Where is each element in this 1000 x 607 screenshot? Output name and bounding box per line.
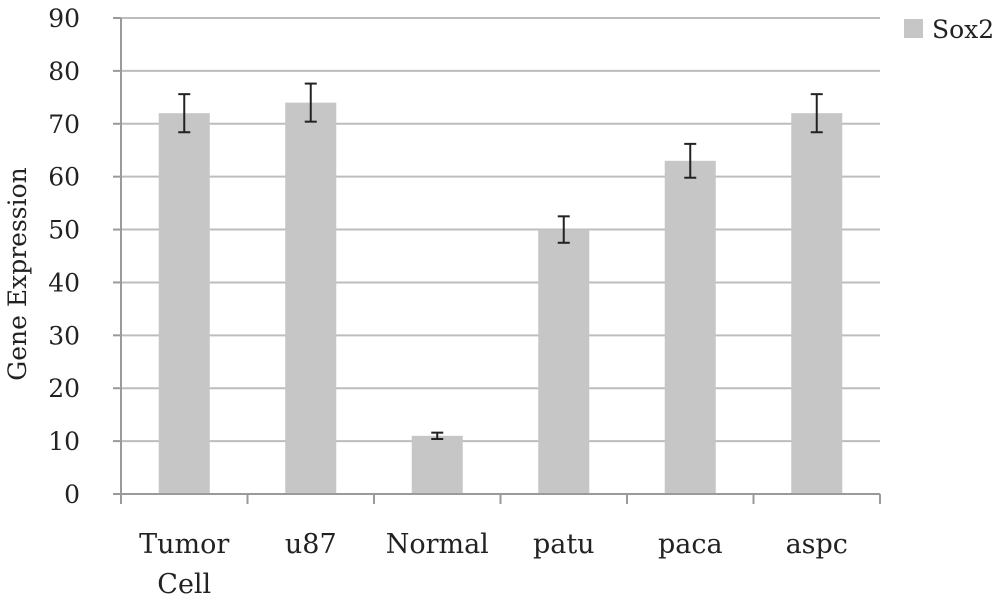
x-tick-label: Tumor Cell <box>139 529 229 600</box>
x-tick-label-line: aspc <box>786 529 848 560</box>
x-tick-label-line: Normal <box>386 529 489 560</box>
y-tick-labels: 0 10 20 30 40 50 60 70 80 90 <box>48 4 80 509</box>
y-tick-label: 90 <box>48 4 80 33</box>
gridlines <box>121 17 880 443</box>
bars <box>158 102 843 495</box>
x-tick-label: u87 <box>285 529 337 560</box>
bar <box>538 229 590 495</box>
y-tick-label: 80 <box>48 57 80 86</box>
legend-swatch <box>904 19 923 38</box>
legend-label: Sox2 <box>932 15 994 44</box>
x-tick-label-line: u87 <box>285 529 337 560</box>
y-tick-label: 10 <box>48 427 80 456</box>
y-tick-label: 70 <box>48 110 80 139</box>
x-tick-label: aspc <box>786 529 848 560</box>
y-axis-title: Gene Expression <box>3 167 32 381</box>
error-bars <box>178 82 823 440</box>
x-tick-label: paca <box>658 529 723 560</box>
x-tick-label-line: patu <box>533 529 595 560</box>
bar <box>664 160 716 495</box>
x-tick-label-line: Cell <box>157 569 211 600</box>
bar <box>791 113 843 494</box>
y-tick-label: 30 <box>48 321 80 350</box>
bar <box>158 113 210 494</box>
x-tick-label: patu <box>533 529 595 560</box>
x-tick-label-line: paca <box>658 529 723 560</box>
axes <box>113 17 881 504</box>
bar <box>285 102 337 494</box>
x-tick-label-line: Tumor <box>139 529 229 560</box>
legend: Sox2 <box>904 15 994 44</box>
y-tick-label: 60 <box>48 163 80 192</box>
bar <box>411 435 463 494</box>
y-tick-label: 40 <box>48 268 80 297</box>
x-tick-labels: Tumor Cell u87 Normal patu paca aspc <box>139 529 848 600</box>
x-tick-label: Normal <box>386 529 489 560</box>
y-tick-label: 0 <box>64 480 80 509</box>
y-tick-label: 20 <box>48 374 80 403</box>
y-tick-label: 50 <box>48 216 80 245</box>
